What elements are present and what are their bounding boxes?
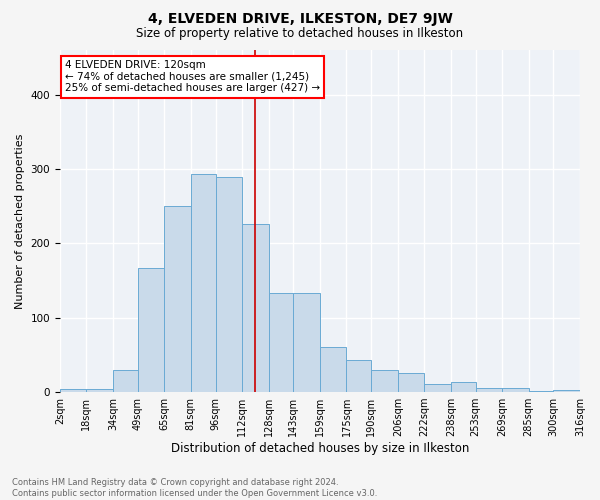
Bar [424, 384, 451, 392]
Text: Contains HM Land Registry data © Crown copyright and database right 2024.
Contai: Contains HM Land Registry data © Crown c… [12, 478, 377, 498]
Bar [191, 174, 215, 392]
Bar [86, 389, 113, 392]
Bar [269, 293, 293, 392]
Text: 4 ELVEDEN DRIVE: 120sqm
← 74% of detached houses are smaller (1,245)
25% of semi: 4 ELVEDEN DRIVE: 120sqm ← 74% of detache… [65, 60, 320, 94]
Bar [242, 224, 269, 392]
Bar [553, 390, 580, 392]
Bar [451, 382, 476, 392]
X-axis label: Distribution of detached houses by size in Ilkeston: Distribution of detached houses by size … [171, 442, 469, 455]
Text: Size of property relative to detached houses in Ilkeston: Size of property relative to detached ho… [136, 28, 464, 40]
Bar [476, 388, 502, 392]
Bar [138, 268, 164, 392]
Bar [502, 388, 529, 392]
Bar [113, 370, 138, 392]
Text: 4, ELVEDEN DRIVE, ILKESTON, DE7 9JW: 4, ELVEDEN DRIVE, ILKESTON, DE7 9JW [148, 12, 452, 26]
Bar [320, 348, 346, 392]
Bar [346, 360, 371, 392]
Bar [398, 374, 424, 392]
Bar [215, 177, 242, 392]
Bar [60, 389, 86, 392]
Bar [164, 206, 191, 392]
Bar [371, 370, 398, 392]
Bar [293, 293, 320, 392]
Y-axis label: Number of detached properties: Number of detached properties [15, 134, 25, 308]
